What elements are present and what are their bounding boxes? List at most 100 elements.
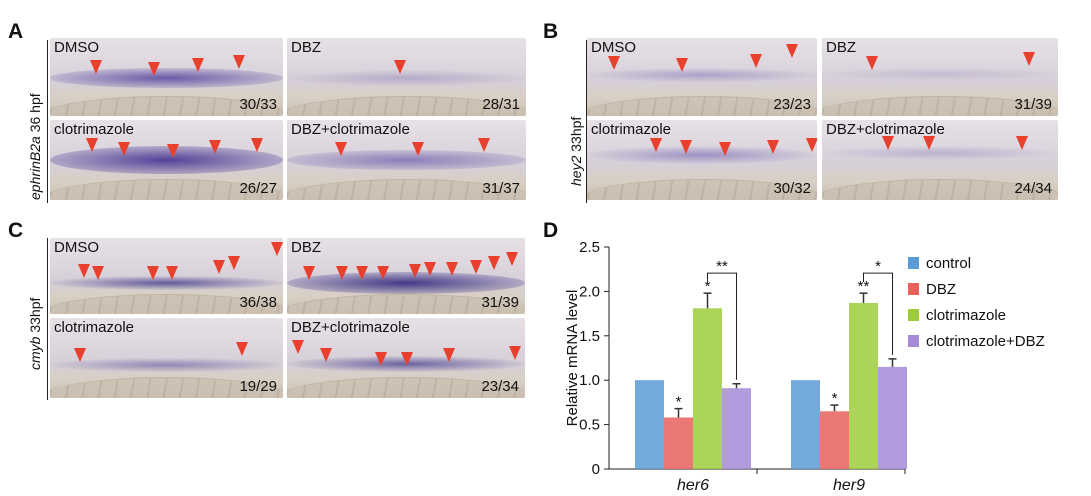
bar (791, 380, 820, 469)
panel-a-image-dmso: DMSO 30/33 (50, 38, 283, 116)
arrowhead-marker (409, 264, 421, 278)
embryo-count: 31/39 (1014, 96, 1052, 113)
arrowhead-marker (209, 140, 221, 154)
embryo-count: 36/38 (239, 294, 277, 311)
embryo-count: 23/34 (481, 378, 519, 395)
legend-label: clotrimazole (926, 306, 1007, 324)
legend-item-clotrimazole-dbz: clotrimazole+DBZ (908, 328, 1045, 354)
arrowhead-marker (923, 136, 935, 150)
arrowhead-marker (443, 348, 455, 362)
panel-c-image-dmso: DMSO 36/38 (50, 238, 283, 314)
embryo-count: 23/23 (773, 96, 811, 113)
arrowhead-marker (292, 340, 304, 354)
arrowhead-marker (401, 352, 413, 366)
panel-a-image-dbz: DBZ 28/31 (287, 38, 526, 116)
arrowhead-marker (650, 138, 662, 152)
bracket-label: ** (716, 258, 728, 275)
condition-label: clotrimazole (54, 121, 135, 138)
arrowhead-marker (506, 252, 518, 266)
condition-label: DBZ (291, 39, 321, 56)
condition-label: DBZ+clotrimazole (826, 121, 945, 138)
arrowhead-marker (213, 260, 225, 274)
arrowhead-marker (303, 266, 315, 280)
y-tick-label: 2.0 (579, 283, 600, 300)
arrowhead-marker (192, 58, 204, 72)
panel-c-image-dbz-clotrimazole: DBZ+clotrimazole 23/34 (287, 318, 525, 398)
arrowhead-marker (750, 54, 762, 68)
arrowhead-marker (608, 56, 620, 70)
legend-item-control: control (908, 250, 1045, 276)
embryo-count: 30/33 (239, 96, 277, 113)
legend-swatch (908, 283, 919, 295)
arrowhead-marker (92, 266, 104, 280)
panel-a-image-clotrimazole: clotrimazole 26/27 (50, 120, 283, 200)
panel-letter-d: D (543, 219, 559, 242)
arrowhead-marker (786, 44, 798, 58)
legend-label: clotrimazole+DBZ (926, 332, 1045, 350)
y-tick-label: 0.5 (579, 417, 600, 434)
significance-mark: * (705, 278, 711, 295)
bar (722, 388, 751, 469)
panel-letter-c: C (8, 219, 24, 242)
bar (849, 302, 878, 469)
significance-mark: * (832, 390, 838, 407)
arrowhead-marker (148, 62, 160, 76)
chart-legend: control DBZ clotrimazole clotrimazole+DB… (908, 250, 1045, 354)
arrowhead-marker (470, 260, 482, 274)
condition-label: DMSO (54, 239, 99, 256)
y-tick-label: 1.5 (579, 328, 600, 345)
arrowhead-marker (394, 60, 406, 74)
bracket-label: * (875, 258, 881, 275)
arrowhead-marker (882, 136, 894, 150)
arrowhead-marker (478, 138, 490, 152)
arrowhead-marker (147, 266, 159, 280)
arrowhead-marker (228, 256, 240, 270)
y-axis-label: Relative mRNA level (564, 290, 581, 427)
embryo-count: 24/34 (1014, 180, 1052, 197)
arrowhead-marker (1016, 136, 1028, 150)
significance-mark: * (676, 394, 682, 411)
arrowhead-marker (251, 138, 263, 152)
y-tick-label: 2.5 (579, 239, 600, 256)
arrowhead-marker (680, 140, 692, 154)
arrowhead-marker (866, 56, 878, 70)
x-tick-label: her6 (677, 477, 709, 494)
legend-swatch (908, 335, 919, 347)
arrowhead-marker (767, 140, 779, 154)
arrowhead-marker (86, 138, 98, 152)
legend-item-clotrimazole: clotrimazole (908, 302, 1045, 328)
arrowhead-marker (488, 256, 500, 270)
arrowhead-marker (74, 348, 86, 362)
panel-c-image-dbz: DBZ 31/39 (287, 238, 525, 314)
arrowhead-marker (1023, 52, 1035, 66)
significance-mark: ** (858, 278, 870, 295)
arrowhead-marker (236, 342, 248, 356)
y-tick-label: 0 (592, 461, 600, 478)
embryo-count: 26/27 (239, 180, 277, 197)
condition-label: DBZ (826, 39, 856, 56)
embryo-count: 30/32 (773, 180, 811, 197)
panel-a-divider (47, 40, 48, 203)
legend-label: control (926, 254, 972, 272)
x-tick-label: her9 (833, 477, 865, 494)
bar (820, 411, 849, 469)
embryo-count: 31/37 (482, 180, 520, 197)
panel-b-divider (586, 40, 587, 203)
arrowhead-marker (375, 352, 387, 366)
embryo-count: 31/39 (481, 294, 519, 311)
legend-swatch (908, 309, 919, 321)
significance-bracket (707, 272, 737, 380)
arrowhead-marker (356, 266, 368, 280)
y-tick-label: 1.0 (579, 372, 600, 389)
significance-bracket (863, 272, 893, 355)
arrowhead-marker (509, 346, 521, 360)
panel-b-image-dbz-clotrimazole: DBZ+clotrimazole 24/34 (822, 120, 1058, 200)
arrowhead-marker (424, 262, 436, 276)
arrowhead-marker (167, 144, 179, 158)
arrowhead-marker (377, 266, 389, 280)
condition-label: clotrimazole (591, 121, 672, 138)
arrowhead-marker (336, 266, 348, 280)
bar (664, 417, 693, 469)
bar (878, 366, 907, 469)
